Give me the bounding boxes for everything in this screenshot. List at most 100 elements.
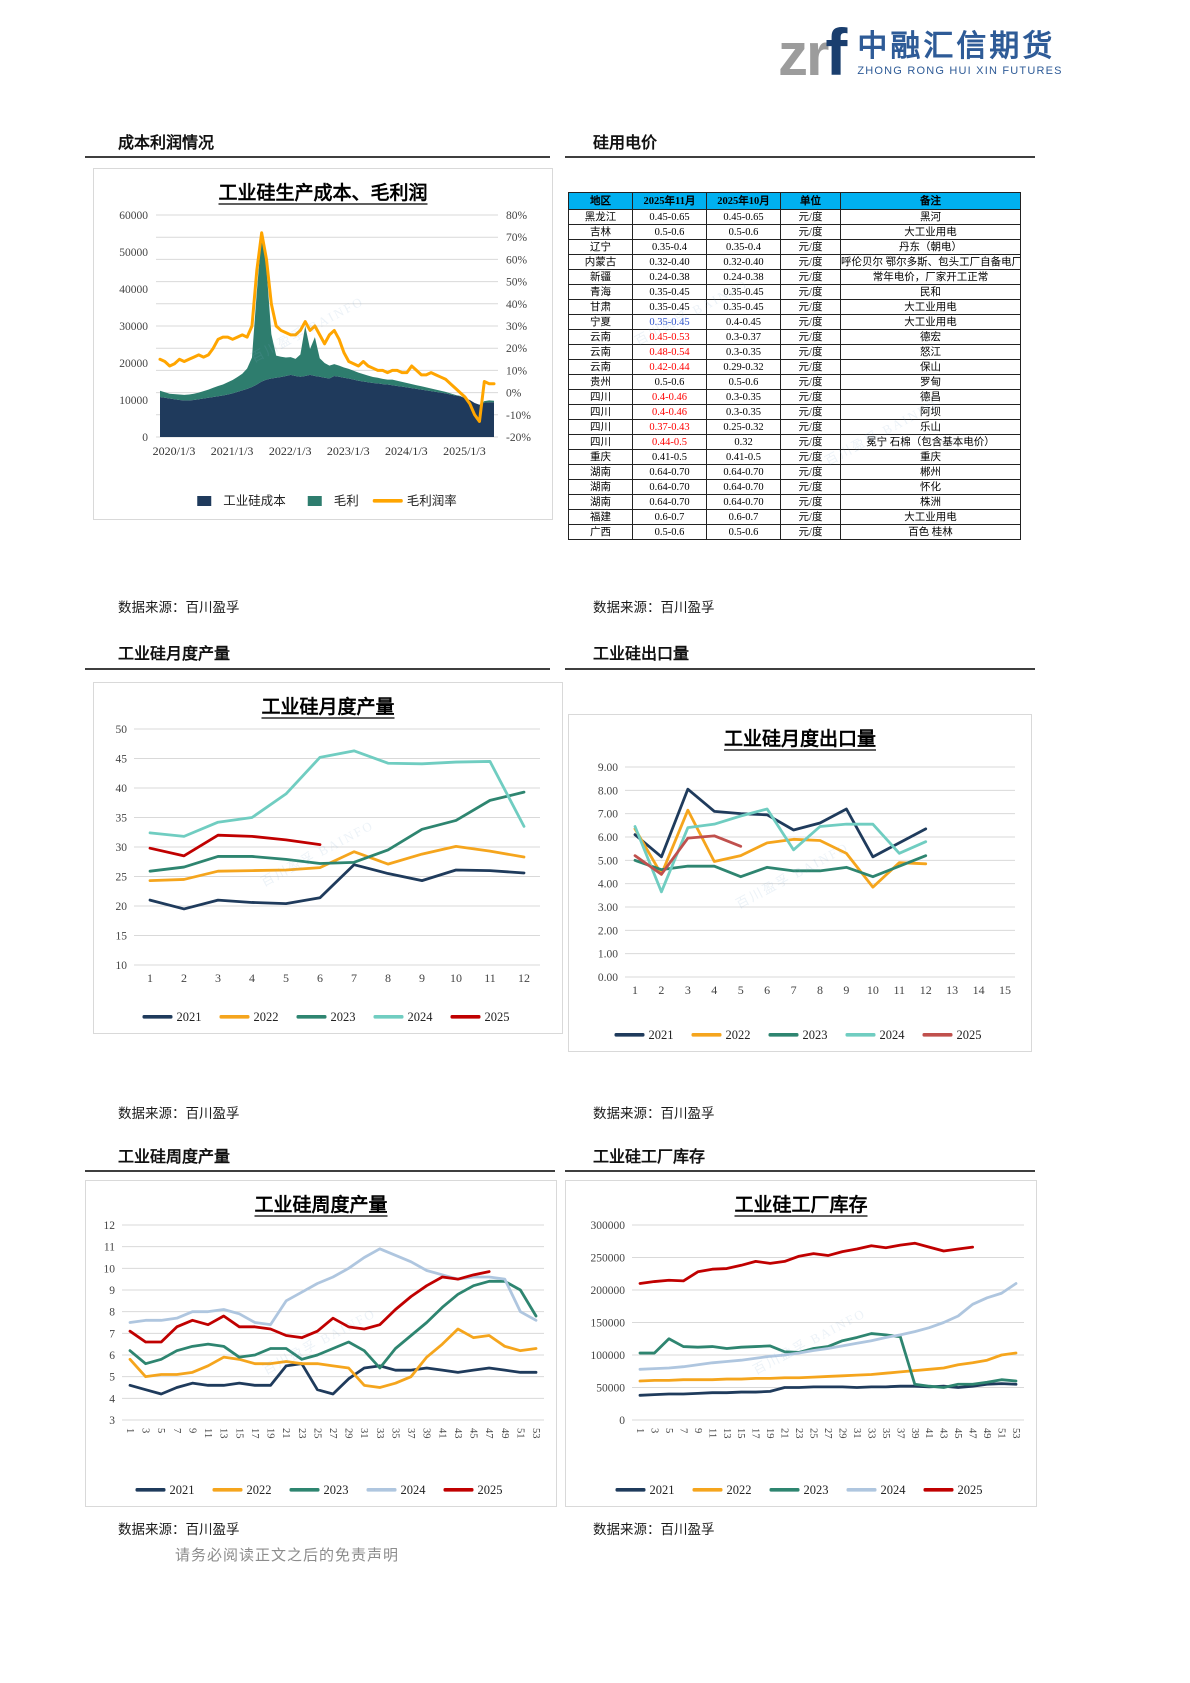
table-cell: 0.4-0.46 [632, 404, 707, 420]
table-cell: 0.4-0.46 [632, 389, 707, 405]
monthly-output-chart: 百川盈孚 BAINFO 工业硅月度产量 10 15 20 25 30 35 40 45 50 1 2 3… [93, 682, 563, 1034]
svg-text:7: 7 [791, 983, 797, 997]
table-cell: 0.3-0.35 [706, 389, 781, 405]
svg-text:45: 45 [116, 754, 128, 766]
table-cell: 元/度 [780, 254, 841, 270]
svg-text:9: 9 [419, 971, 425, 985]
table-row: 云南 0.42-0.44 0.29-0.32 元/度 保山 [568, 359, 1021, 375]
series-2021 [638, 1382, 1018, 1397]
svg-text:29: 29 [836, 1428, 847, 1439]
svg-text:5: 5 [738, 983, 744, 997]
svg-text:-10%: -10% [506, 410, 531, 422]
svg-text:17: 17 [249, 1428, 260, 1439]
svg-text:10: 10 [116, 960, 128, 972]
svg-text:12: 12 [104, 1220, 116, 1232]
svg-text:-20%: -20% [506, 432, 531, 444]
table-row: 黑龙江 0.45-0.65 0.45-0.65 元/度 黑河 [568, 209, 1021, 225]
table-cell: 云南 [568, 359, 633, 375]
table-cell: 元/度 [780, 464, 841, 480]
svg-text:45: 45 [952, 1428, 963, 1439]
svg-text:工业硅生产成本、毛利润: 工业硅生产成本、毛利润 [218, 181, 427, 204]
table-cell: 0.45-0.65 [632, 209, 707, 225]
table-header-row: 地区 2025年11月 2025年10月 单位 备注 [568, 192, 1021, 210]
table-cell: 新疆 [568, 269, 633, 285]
logo-f-text: f [825, 15, 848, 89]
svg-text:8: 8 [817, 983, 823, 997]
svg-text:2021: 2021 [649, 1028, 674, 1042]
svg-text:23: 23 [793, 1428, 804, 1439]
svg-text:23: 23 [296, 1428, 307, 1439]
svg-text:25: 25 [808, 1428, 819, 1439]
svg-text:9.00: 9.00 [598, 762, 618, 774]
table-row: 辽宁 0.35-0.4 0.35-0.4 元/度 丹东（朝电） [568, 239, 1021, 255]
table-cell: 重庆 [840, 449, 1021, 465]
source-note-export: 数据来源：百川盈孚 [593, 1106, 715, 1121]
svg-text:11: 11 [894, 983, 906, 997]
table-header-cell: 地区 [568, 192, 633, 210]
series-2024 [148, 749, 526, 838]
svg-text:20%: 20% [506, 343, 528, 355]
table-cell: 元/度 [780, 329, 841, 345]
svg-text:30000: 30000 [119, 321, 148, 333]
table-cell: 0.35-0.4 [706, 239, 781, 255]
svg-text:2024: 2024 [880, 1028, 906, 1042]
series-2022 [148, 845, 526, 883]
svg-text:1: 1 [147, 971, 153, 985]
svg-text:2022: 2022 [726, 1028, 751, 1042]
svg-text:17: 17 [750, 1428, 761, 1439]
table-cell: 怀化 [840, 479, 1021, 495]
svg-text:1: 1 [632, 983, 638, 997]
svg-text:6.00: 6.00 [598, 832, 618, 844]
svg-text:43: 43 [938, 1428, 949, 1439]
monthly-export-chart: 百川盈孚 BAINFO 工业硅月度出口量 0.00 1.00 2.00 3.00 4.00… [568, 714, 1032, 1052]
svg-text:6: 6 [764, 983, 770, 997]
svg-text:5: 5 [663, 1428, 674, 1433]
svg-text:0: 0 [142, 432, 148, 444]
table-cell: 吉林 [568, 224, 633, 240]
series-2025 [633, 834, 743, 876]
svg-text:13: 13 [946, 983, 958, 997]
table-cell: 0.3-0.35 [706, 404, 781, 420]
svg-text:9: 9 [186, 1428, 197, 1433]
weekly-output-chart: 百川盈孚 BAINFO 工业硅周度产量 3 4 5 6 7 8 9 10 11 12 1 3 5 7 9 11 1… [85, 1180, 557, 1507]
svg-text:11: 11 [484, 971, 496, 985]
series-2024 [633, 807, 928, 894]
table-cell: 0.24-0.38 [706, 269, 781, 285]
svg-text:47: 47 [967, 1428, 978, 1439]
table-body: 黑龙江 0.45-0.65 0.45-0.65 元/度 黑河 吉林 0.5-0.6 0.5-0… [568, 209, 1021, 540]
table-cell: 0.4-0.45 [706, 314, 781, 330]
table-cell: 0.5-0.6 [632, 374, 707, 390]
series-2025 [638, 1241, 975, 1285]
heading-rule [565, 1170, 1035, 1172]
svg-text:2022: 2022 [254, 1010, 279, 1024]
svg-text:13: 13 [218, 1428, 229, 1439]
table-cell: 元/度 [780, 434, 841, 450]
table-cell: 0.64-0.70 [632, 494, 707, 510]
svg-text:11: 11 [104, 1242, 115, 1254]
table-row: 内蒙古 0.32-0.40 0.32-0.40 元/度 呼伦贝尔 鄂尔多斯、包头工厂自备… [568, 254, 1021, 270]
table-cell: 0.5-0.6 [706, 224, 781, 240]
svg-text:35: 35 [389, 1428, 400, 1439]
svg-text:60%: 60% [506, 254, 528, 266]
svg-text:11: 11 [706, 1428, 717, 1438]
table-cell: 元/度 [780, 419, 841, 435]
chart-svg: 工业硅工厂库存 0 50000 100000 150000 200000 250000 300… [591, 1193, 1024, 1497]
table-cell: 0.35-0.45 [632, 314, 707, 330]
svg-text:53: 53 [530, 1428, 541, 1439]
svg-text:49: 49 [981, 1428, 992, 1439]
series-2023 [148, 790, 526, 873]
svg-text:2023: 2023 [324, 1483, 349, 1497]
table-row: 四川 0.4-0.46 0.3-0.35 元/度 阿坝 [568, 404, 1021, 420]
company-logo: zrf 中融汇信期货 ZHONG RONG HUI XIN FUTURES [778, 19, 1063, 85]
table-header-cell: 2025年10月 [706, 192, 781, 210]
table-cell: 元/度 [780, 374, 841, 390]
svg-text:9: 9 [692, 1428, 703, 1433]
table-row: 甘肃 0.35-0.45 0.35-0.45 元/度 大工业用电 [568, 299, 1021, 315]
svg-text:2024: 2024 [881, 1483, 907, 1497]
section-heading-weekly-output: 工业硅周度产量 [118, 1149, 231, 1166]
svg-text:200000: 200000 [591, 1285, 626, 1297]
svg-text:0.00: 0.00 [598, 972, 618, 984]
svg-text:5: 5 [283, 971, 289, 985]
table-cell: 元/度 [780, 509, 841, 525]
